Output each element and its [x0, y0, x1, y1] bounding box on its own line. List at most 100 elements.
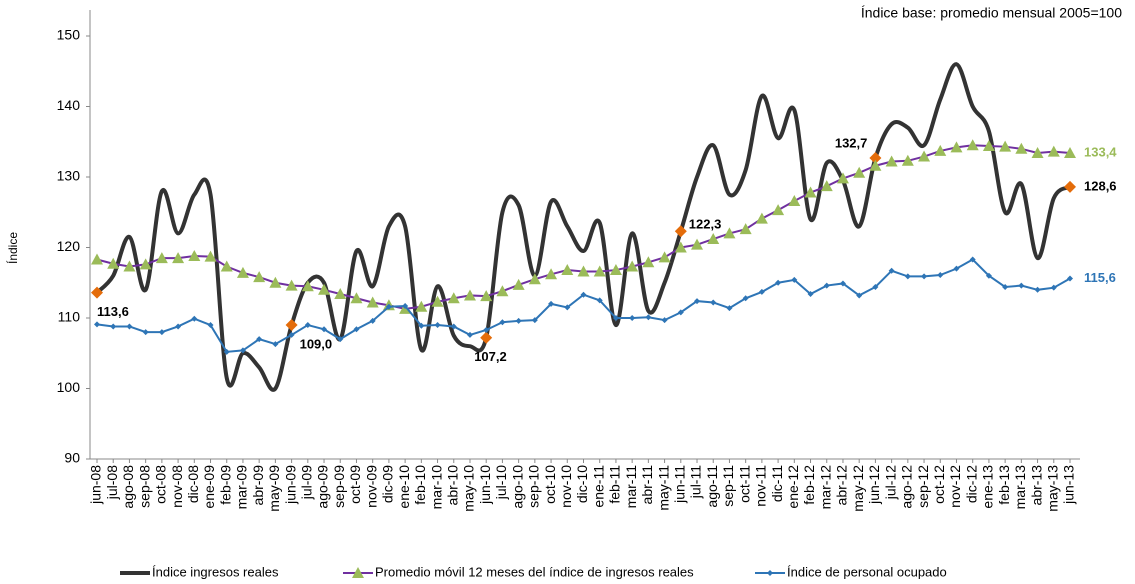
x-tick-label: dic-09 [380, 465, 396, 503]
point-marker [953, 265, 960, 272]
point-marker [191, 315, 198, 322]
x-tick-label: jun-11 [672, 465, 688, 504]
point-marker [350, 292, 363, 304]
chart-title: Índice base: promedio mensual 2005=100 [861, 5, 1122, 21]
point-marker [836, 172, 849, 184]
point-marker [515, 317, 522, 324]
x-tick-label: sep-10 [526, 465, 542, 508]
x-tick-label: dic-12 [963, 465, 979, 503]
point-marker [901, 154, 914, 166]
x-tick-label: ago-12 [899, 465, 915, 509]
point-marker [269, 276, 282, 288]
point-marker [934, 144, 947, 156]
point-marker [318, 283, 331, 295]
y-axis-label: Índice [5, 232, 20, 264]
point-marker [256, 336, 263, 343]
point-marker [466, 331, 473, 338]
x-tick-label: feb-11 [607, 465, 623, 504]
point-marker [820, 180, 833, 192]
point-marker [950, 141, 963, 153]
point-marker [869, 159, 882, 171]
y-tick-label: 90 [64, 450, 80, 466]
data-label: 107,2 [474, 349, 507, 364]
point-marker [272, 341, 279, 348]
point-marker [629, 315, 636, 321]
y-tick-label: 120 [57, 238, 81, 254]
point-marker [577, 265, 590, 277]
x-tick-label: abr-13 [1028, 465, 1044, 506]
x-tick-label: mar-13 [1012, 465, 1028, 510]
x-tick-label: ago-11 [704, 465, 720, 508]
x-tick-label: jul-09 [299, 465, 315, 500]
x-tick-label: mar-09 [234, 465, 250, 510]
point-marker [856, 292, 863, 299]
series-line [96, 144, 1071, 310]
point-marker [726, 305, 733, 312]
data-label: 128,6 [1084, 178, 1117, 193]
point-marker [94, 321, 100, 328]
point-marker [321, 326, 328, 333]
point-marker [888, 267, 895, 274]
point-marker [561, 264, 574, 276]
legend-marker [352, 567, 364, 578]
point-marker [999, 140, 1012, 152]
point-marker [175, 323, 182, 330]
highlight-marker [1064, 180, 1076, 193]
x-tick-label: sep-11 [720, 465, 736, 507]
point-marker [645, 314, 652, 321]
point-marker [402, 303, 409, 310]
x-tick-label: nov-08 [169, 465, 185, 508]
point-marker [1067, 275, 1073, 282]
point-marker [969, 256, 976, 263]
point-marker [580, 291, 587, 298]
point-marker [985, 272, 992, 279]
point-marker [982, 139, 995, 151]
point-marker [204, 250, 217, 262]
point-marker [528, 273, 541, 285]
point-marker [545, 268, 558, 280]
point-marker [158, 329, 165, 336]
point-marker [1018, 282, 1025, 289]
x-tick-label: oct-10 [542, 465, 558, 504]
x-tick-label: may-11 [655, 465, 671, 511]
point-marker [288, 331, 295, 338]
point-marker [431, 295, 444, 307]
point-marker [674, 241, 687, 253]
x-tick-label: dic-08 [185, 465, 201, 503]
data-label: 132,7 [835, 135, 868, 150]
x-tick-label: nov-09 [363, 465, 379, 508]
data-label: 133,4 [1084, 144, 1117, 159]
point-marker [123, 260, 136, 272]
point-marker [1002, 283, 1009, 290]
data-label: 122,3 [689, 217, 722, 232]
x-tick-label: oct-09 [347, 465, 363, 504]
x-tick-label: jun-12 [866, 465, 882, 505]
point-marker [531, 317, 538, 324]
x-tick-label: jun-09 [282, 465, 298, 505]
x-tick-label: sep-08 [136, 465, 152, 508]
point-marker [823, 282, 830, 289]
highlight-marker [91, 286, 103, 299]
point-marker [1050, 284, 1057, 291]
point-marker [642, 256, 655, 268]
x-tick-label: oct-12 [931, 465, 947, 504]
point-marker [107, 257, 120, 269]
x-tick-label: ene-10 [396, 465, 412, 509]
x-tick-label: feb-09 [217, 465, 233, 505]
point-marker [512, 278, 525, 290]
x-tick-label: ago-10 [509, 465, 525, 509]
point-marker [188, 249, 201, 261]
point-marker [450, 323, 457, 330]
point-marker [239, 347, 246, 354]
point-marker [483, 326, 490, 333]
point-marker [564, 304, 571, 311]
x-tick-label: mar-10 [428, 465, 444, 510]
highlight-marker [285, 319, 298, 332]
series-line [95, 62, 1072, 392]
x-tick-label: jun-13 [1061, 465, 1077, 505]
point-marker [609, 264, 622, 276]
x-tick-label: sep-09 [331, 465, 347, 508]
point-marker [172, 252, 185, 264]
point-marker [661, 317, 668, 324]
point-marker [921, 273, 928, 280]
